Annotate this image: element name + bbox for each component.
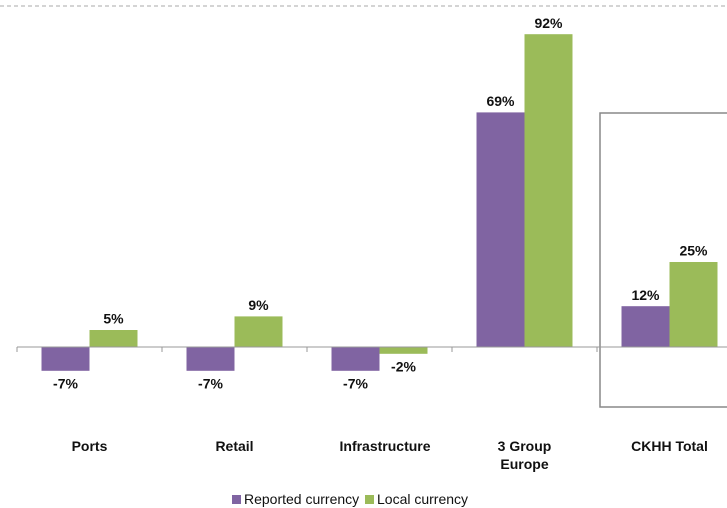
bar [331, 347, 380, 371]
bar [41, 347, 90, 371]
highlight-box [599, 112, 727, 408]
legend-label: Reported currency [244, 491, 360, 507]
x-tick-label: 3 Group Europe [497, 438, 552, 472]
x-tick-label: CKHH Total [631, 438, 708, 454]
data-label: -7% [53, 376, 78, 392]
data-label: 5% [103, 311, 124, 327]
bar [89, 330, 138, 347]
data-label: -7% [198, 376, 223, 392]
x-tick-label: Ports [71, 438, 108, 454]
bar [621, 306, 670, 347]
legend-swatch [365, 494, 374, 504]
data-label: -2% [391, 359, 416, 375]
x-tick-label: Infrastructure [339, 438, 431, 454]
bar [476, 112, 525, 348]
data-label: 9% [248, 297, 269, 313]
x-tick-label: Retail [215, 438, 254, 454]
data-label: 25% [679, 243, 708, 259]
bar [669, 262, 718, 347]
bar [186, 347, 235, 371]
data-label: 92% [534, 15, 563, 31]
data-label: -7% [343, 376, 368, 392]
legend-item: Local currency [365, 491, 468, 507]
legend-item: Reported currency [232, 491, 359, 507]
bar [524, 34, 573, 347]
bar [234, 316, 283, 347]
bar [379, 347, 428, 354]
legend-label: Local currency [377, 491, 469, 507]
data-label: 12% [631, 287, 660, 303]
data-label: 69% [486, 93, 515, 109]
legend-swatch [232, 494, 241, 504]
